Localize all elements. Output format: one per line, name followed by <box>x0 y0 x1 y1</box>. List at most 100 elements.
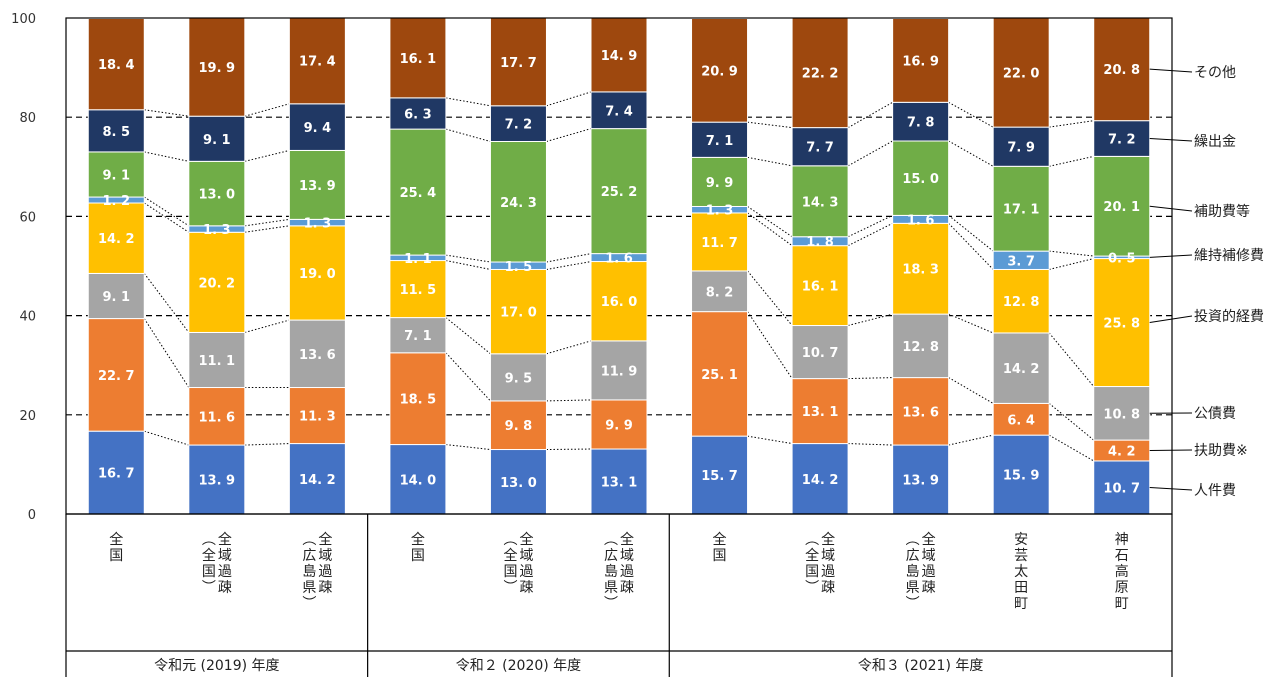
category-label-char: 広 <box>906 548 920 564</box>
data-label: 22. 7 <box>98 369 135 384</box>
connector-line <box>948 140 994 167</box>
connector-line <box>445 444 491 451</box>
connector-line <box>847 101 893 129</box>
data-label: 14. 3 <box>802 195 839 210</box>
bar-segment <box>87 17 145 111</box>
data-label: 14. 9 <box>601 49 638 64</box>
bar-segment <box>87 272 145 320</box>
data-label: 12. 8 <box>1003 295 1040 310</box>
category-label-char: 域 <box>922 548 936 564</box>
connector-line <box>948 434 994 446</box>
bar-segment <box>992 332 1050 404</box>
connector-line <box>445 254 491 263</box>
data-label: 9. 8 <box>505 419 533 434</box>
data-label: 14. 2 <box>802 473 839 488</box>
bar-segment <box>691 311 749 437</box>
group-label: 令和２ (2020) 年度 <box>456 658 581 674</box>
legend-label: 投資的経費 <box>1194 309 1264 325</box>
bar-segment <box>992 268 1050 334</box>
bar-segment <box>188 387 246 446</box>
data-label: 11. 3 <box>299 410 336 425</box>
category-label-char: 国 <box>411 548 425 564</box>
bar-segment <box>188 444 246 515</box>
category-label-char: 全 <box>411 531 425 548</box>
data-label: 17. 7 <box>500 56 537 71</box>
category-label-char: 全 <box>821 531 835 548</box>
bar-segment <box>288 319 346 389</box>
data-label: 20. 8 <box>1103 63 1140 78</box>
connector-line <box>747 121 793 129</box>
bar-segment <box>691 121 749 158</box>
data-label: 3. 7 <box>1007 254 1035 269</box>
data-label: 10. 7 <box>802 346 839 361</box>
category-label-char: 全 <box>202 547 216 564</box>
legend-leader <box>1149 205 1193 212</box>
category-label-char: 原 <box>1115 580 1129 596</box>
data-label: 10. 7 <box>1103 481 1140 496</box>
category-label-char: ︵ <box>202 532 216 548</box>
y-tick-label: 60 <box>19 210 36 225</box>
connector-line <box>747 206 793 238</box>
bar-segment <box>389 17 447 99</box>
category-label-char: 県 <box>302 580 316 596</box>
connector-line <box>747 435 793 445</box>
value-labels: 16. 7 13. 9 14. 2 14. 0 13. 0 13. 1 15. 7 14. 2… <box>98 49 1140 497</box>
bar-segment <box>691 435 749 515</box>
legend-leader <box>1149 449 1193 452</box>
bar-segment <box>992 402 1050 436</box>
category-label-char: 疎 <box>922 580 936 596</box>
data-label: 11. 1 <box>199 354 236 369</box>
bar-segment <box>590 128 648 255</box>
bar-segment <box>489 17 547 107</box>
bar-segment <box>590 340 648 401</box>
bar-segment <box>489 105 547 143</box>
bar-segment <box>489 141 547 263</box>
data-label: 20. 2 <box>199 276 236 291</box>
data-label: 1. 6 <box>907 213 935 228</box>
category-label-char: 域 <box>821 548 835 564</box>
data-label: 8. 5 <box>102 125 130 140</box>
legend-label: 繰出金 <box>1194 134 1236 150</box>
connector-line <box>1049 250 1094 257</box>
category-label-char: 疎 <box>318 580 332 596</box>
data-label: 13. 0 <box>500 476 537 491</box>
connector-line <box>143 202 190 233</box>
bar-segment <box>188 231 246 333</box>
category-label-char: 芸 <box>1014 548 1028 564</box>
category-label-char: 太 <box>1014 564 1028 580</box>
category-label-char: 疎 <box>821 580 835 596</box>
category-label-char: 過 <box>318 564 332 580</box>
bar-segment <box>892 140 950 216</box>
bar-segment <box>1093 258 1151 388</box>
bar-segment <box>992 165 1050 252</box>
category-label-char: 域 <box>519 548 533 564</box>
data-label: 7. 2 <box>505 118 533 133</box>
data-label: 13. 6 <box>902 405 939 420</box>
connector-line <box>848 443 893 446</box>
category-label-char: ︶ <box>503 580 517 596</box>
legend-label: 人件費 <box>1194 483 1236 499</box>
category-label-char: 石 <box>1115 548 1129 564</box>
connector-line <box>144 430 189 446</box>
bar-segment <box>389 444 447 515</box>
bar-segment <box>590 399 648 450</box>
connector-line <box>445 317 491 355</box>
legend-label: 補助費等 <box>1194 203 1250 220</box>
legend-label: その他 <box>1194 65 1236 81</box>
legend-leader <box>1149 68 1193 73</box>
connector-line <box>445 352 491 402</box>
category-label-char: 疎 <box>620 580 634 596</box>
connector-line <box>747 311 793 379</box>
connector-line <box>144 151 189 162</box>
bar-segment <box>992 17 1050 128</box>
category-label-char: 疎 <box>218 580 232 596</box>
connector-line <box>1049 120 1094 128</box>
data-label: 12. 8 <box>902 340 939 355</box>
connector-line <box>848 377 893 380</box>
data-label: 16. 1 <box>400 52 437 67</box>
data-label: 13. 6 <box>299 348 336 363</box>
legend-leader <box>1149 254 1193 258</box>
category-label-char: 国 <box>109 548 123 564</box>
bar-segment <box>791 165 849 238</box>
